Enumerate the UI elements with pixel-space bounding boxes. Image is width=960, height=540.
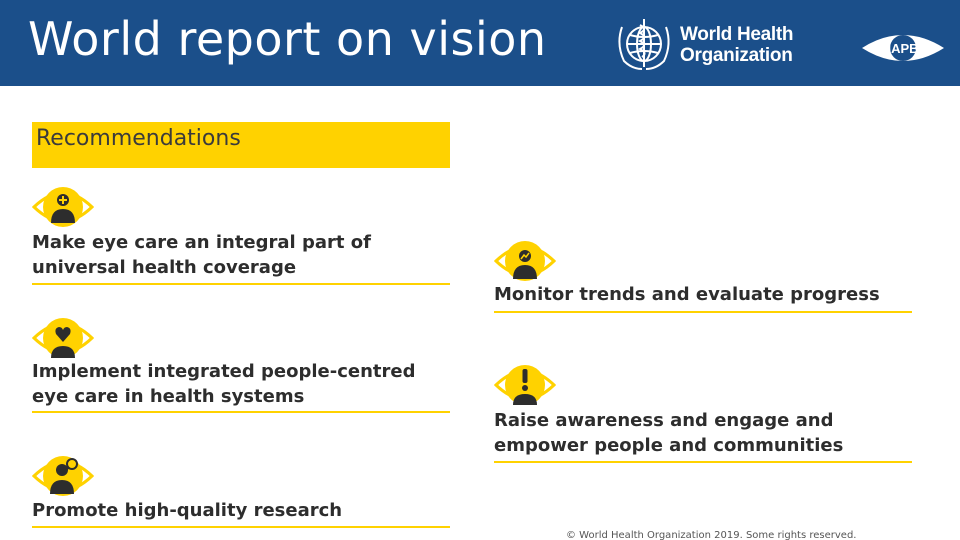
item-5-line-1: Raise awareness and engage and [494,410,834,431]
iapb-logo-icon: IAPB [862,35,944,61]
item-4-text: Monitor trends and evaluate progress [494,282,880,307]
item-3-divider [32,526,450,528]
item-2-line-1: Implement integrated people-centred [32,361,416,382]
page-title: World report on vision [28,12,547,66]
item-4-divider [494,311,912,313]
eye-plus-person-icon [32,187,94,227]
item-5-text: Raise awareness and engage and empower p… [494,408,843,458]
who-line-1: World Health [680,24,794,45]
item-5-line-2: empower people and communities [494,435,844,456]
item-2-line-2: eye care in health systems [32,386,305,407]
eye-magnifier-person-icon [32,456,94,496]
item-3-text: Promote high-quality research [32,498,342,523]
recommendations-heading: Recommendations [36,126,241,151]
item-2-divider [32,411,450,413]
item-2-text: Implement integrated people-centred eye … [32,359,416,409]
who-wordmark: World Health Organization [680,24,794,66]
iapb-logo-text: IAPB [887,41,918,56]
recommendations-banner: Recommendations [32,122,450,168]
copyright-notice: © World Health Organization 2019. Some r… [566,530,857,540]
item-5-divider [494,461,912,463]
item-1-line-1: Make eye care an integral part of [32,232,371,253]
eye-chart-person-icon [494,241,556,281]
item-1-divider [32,283,450,285]
item-1-text: Make eye care an integral part of univer… [32,230,371,280]
eye-heart-person-icon [32,318,94,358]
eye-exclamation-person-icon [494,365,556,405]
who-emblem-icon [618,19,670,70]
item-4-line-1: Monitor trends and evaluate progress [494,284,880,305]
header-bar: World report on vision World Health Orga… [0,0,960,86]
who-line-2: Organization [680,45,793,66]
item-1-line-2: universal health coverage [32,257,297,278]
item-3-line-1: Promote high-quality research [32,500,343,521]
